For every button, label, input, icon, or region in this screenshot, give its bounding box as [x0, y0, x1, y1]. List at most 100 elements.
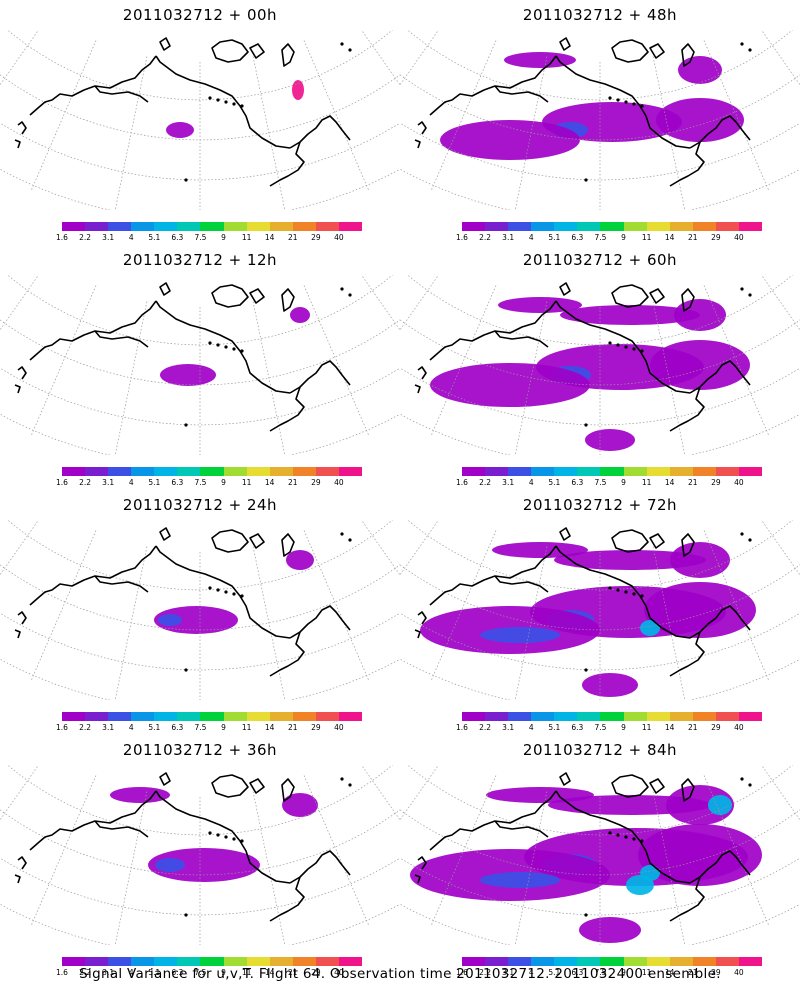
colorbar-tick-label: 3.1 [102, 478, 115, 487]
panel-title: 2011032712 + 00h [122, 6, 278, 24]
colorbar-tick-label: 5.1 [548, 478, 561, 487]
colorbar-labels: 1.6 2.2 3.1 4 5.1 6.3 7.5 9 11 14 21 29 40 [456, 723, 762, 733]
colorbar-tick-label: 6.3 [571, 478, 584, 487]
colorbar-swatch [669, 467, 693, 476]
colorbar-swatch [554, 957, 578, 966]
colorbar-swatch [531, 957, 555, 966]
colorbar [462, 712, 763, 721]
colorbar-swatch [338, 467, 363, 476]
colorbar-swatch [623, 222, 647, 231]
colorbar-swatch [669, 222, 693, 231]
colorbar-swatch [508, 957, 532, 966]
colorbar-swatch [669, 957, 693, 966]
colorbar-swatch [223, 222, 247, 231]
colorbar [462, 222, 763, 231]
colorbar-swatch [315, 712, 339, 721]
colorbar-swatch [108, 957, 132, 966]
colorbar-swatch [154, 712, 178, 721]
colorbar-swatch [85, 712, 109, 721]
colorbar-tick-label: 11 [641, 233, 652, 242]
panel-title: 2011032712 + 36h [122, 741, 278, 759]
colorbar-tick-label: 21 [287, 723, 298, 732]
colorbar-swatch [131, 222, 155, 231]
colorbar-labels: 1.6 2.2 3.1 4 5.1 6.3 7.5 9 11 14 21 29 40 [56, 478, 362, 488]
colorbar-swatch [62, 222, 86, 231]
colorbar-swatch [600, 222, 624, 231]
colorbar-tick-label: 6.3 [571, 723, 584, 732]
colorbar-swatch [692, 957, 716, 966]
polar-map [400, 765, 800, 945]
colorbar-swatch [223, 467, 247, 476]
colorbar-swatch [246, 467, 270, 476]
polar-map [400, 30, 800, 210]
colorbar-tick-label: 5.1 [148, 233, 161, 242]
polar-map [400, 275, 800, 455]
colorbar-tick-label: 5.1 [548, 968, 561, 977]
colorbar-tick-label: 7.5 [194, 233, 207, 242]
colorbar-swatch [200, 222, 224, 231]
colorbar-swatch [738, 222, 763, 231]
colorbar-swatch [485, 222, 509, 231]
polar-map [0, 520, 400, 700]
colorbar-tick-label: 14 [264, 723, 275, 732]
colorbar-swatch [692, 222, 716, 231]
colorbar-tick-label: 9 [621, 233, 626, 242]
colorbar-tick-label: 7.5 [594, 478, 607, 487]
map-panel: 2011032712 + 36h 1.6 2.2 3.1 4 5.1 6.3 7.5 9 11 14… [0, 735, 400, 977]
colorbar-swatch [554, 467, 578, 476]
colorbar-swatch [85, 467, 109, 476]
colorbar-tick-label: 29 [711, 968, 721, 977]
colorbar-tick-label: 3.1 [102, 723, 115, 732]
colorbar-labels: 1.6 2.2 3.1 4 5.1 6.3 7.5 9 11 14 21 29 40 [56, 233, 362, 243]
colorbar-tick-label: 1.6 [56, 233, 68, 242]
panel-title: 2011032712 + 84h [522, 741, 678, 759]
colorbar-swatch [292, 467, 316, 476]
colorbar-swatch [462, 467, 486, 476]
colorbar-tick-label: 40 [734, 233, 744, 242]
colorbar-tick-label: 3.1 [102, 968, 115, 977]
colorbar-swatch [315, 467, 339, 476]
colorbar-tick-label: 4 [128, 233, 134, 242]
colorbar-swatch [715, 957, 739, 966]
colorbar-swatch [85, 222, 109, 231]
colorbar-tick-label: 40 [334, 233, 344, 242]
colorbar-tick-label: 7.5 [194, 478, 207, 487]
colorbar-swatch [292, 957, 316, 966]
colorbar-swatch [85, 957, 109, 966]
colorbar-tick-label: 29 [311, 723, 321, 732]
colorbar-tick-label: 11 [241, 478, 252, 487]
colorbar-swatch [531, 712, 555, 721]
colorbar-tick-label: 2.2 [79, 723, 92, 732]
colorbar-tick-label: 5.1 [148, 478, 161, 487]
colorbar-tick-label: 4 [128, 723, 134, 732]
colorbar-tick-label: 14 [264, 233, 275, 242]
colorbar-tick-label: 40 [734, 723, 744, 732]
colorbar-tick-label: 2.2 [479, 723, 492, 732]
colorbar-swatch [177, 957, 201, 966]
colorbar-labels: 1.6 2.2 3.1 4 5.1 6.3 7.5 9 11 14 21 29 40 [456, 968, 762, 978]
colorbar [462, 467, 763, 476]
colorbar-swatch [715, 222, 739, 231]
colorbar-tick-label: 14 [664, 723, 675, 732]
colorbar-swatch [338, 957, 363, 966]
colorbar-swatch [315, 957, 339, 966]
polar-map [0, 275, 400, 455]
colorbar-tick-label: 1.6 [56, 723, 68, 732]
colorbar-tick-label: 9 [621, 478, 626, 487]
colorbar-swatch [154, 957, 178, 966]
colorbar-tick-label: 6.3 [171, 478, 184, 487]
colorbar-labels: 1.6 2.2 3.1 4 5.1 6.3 7.5 9 11 14 21 29 40 [56, 723, 362, 733]
colorbar-tick-label: 21 [687, 478, 698, 487]
colorbar-swatch [108, 467, 132, 476]
colorbar-swatch [692, 712, 716, 721]
colorbar-tick-label: 29 [311, 478, 321, 487]
colorbar-swatch [462, 712, 486, 721]
panel-title: 2011032712 + 24h [122, 496, 278, 514]
colorbar-tick-label: 4 [528, 968, 534, 977]
panel-title: 2011032712 + 60h [522, 251, 678, 269]
colorbar-tick-label: 14 [664, 968, 675, 977]
colorbar-swatch [269, 222, 293, 231]
colorbar-swatch [646, 467, 670, 476]
colorbar-tick-label: 9 [221, 233, 226, 242]
colorbar-swatch [577, 957, 601, 966]
